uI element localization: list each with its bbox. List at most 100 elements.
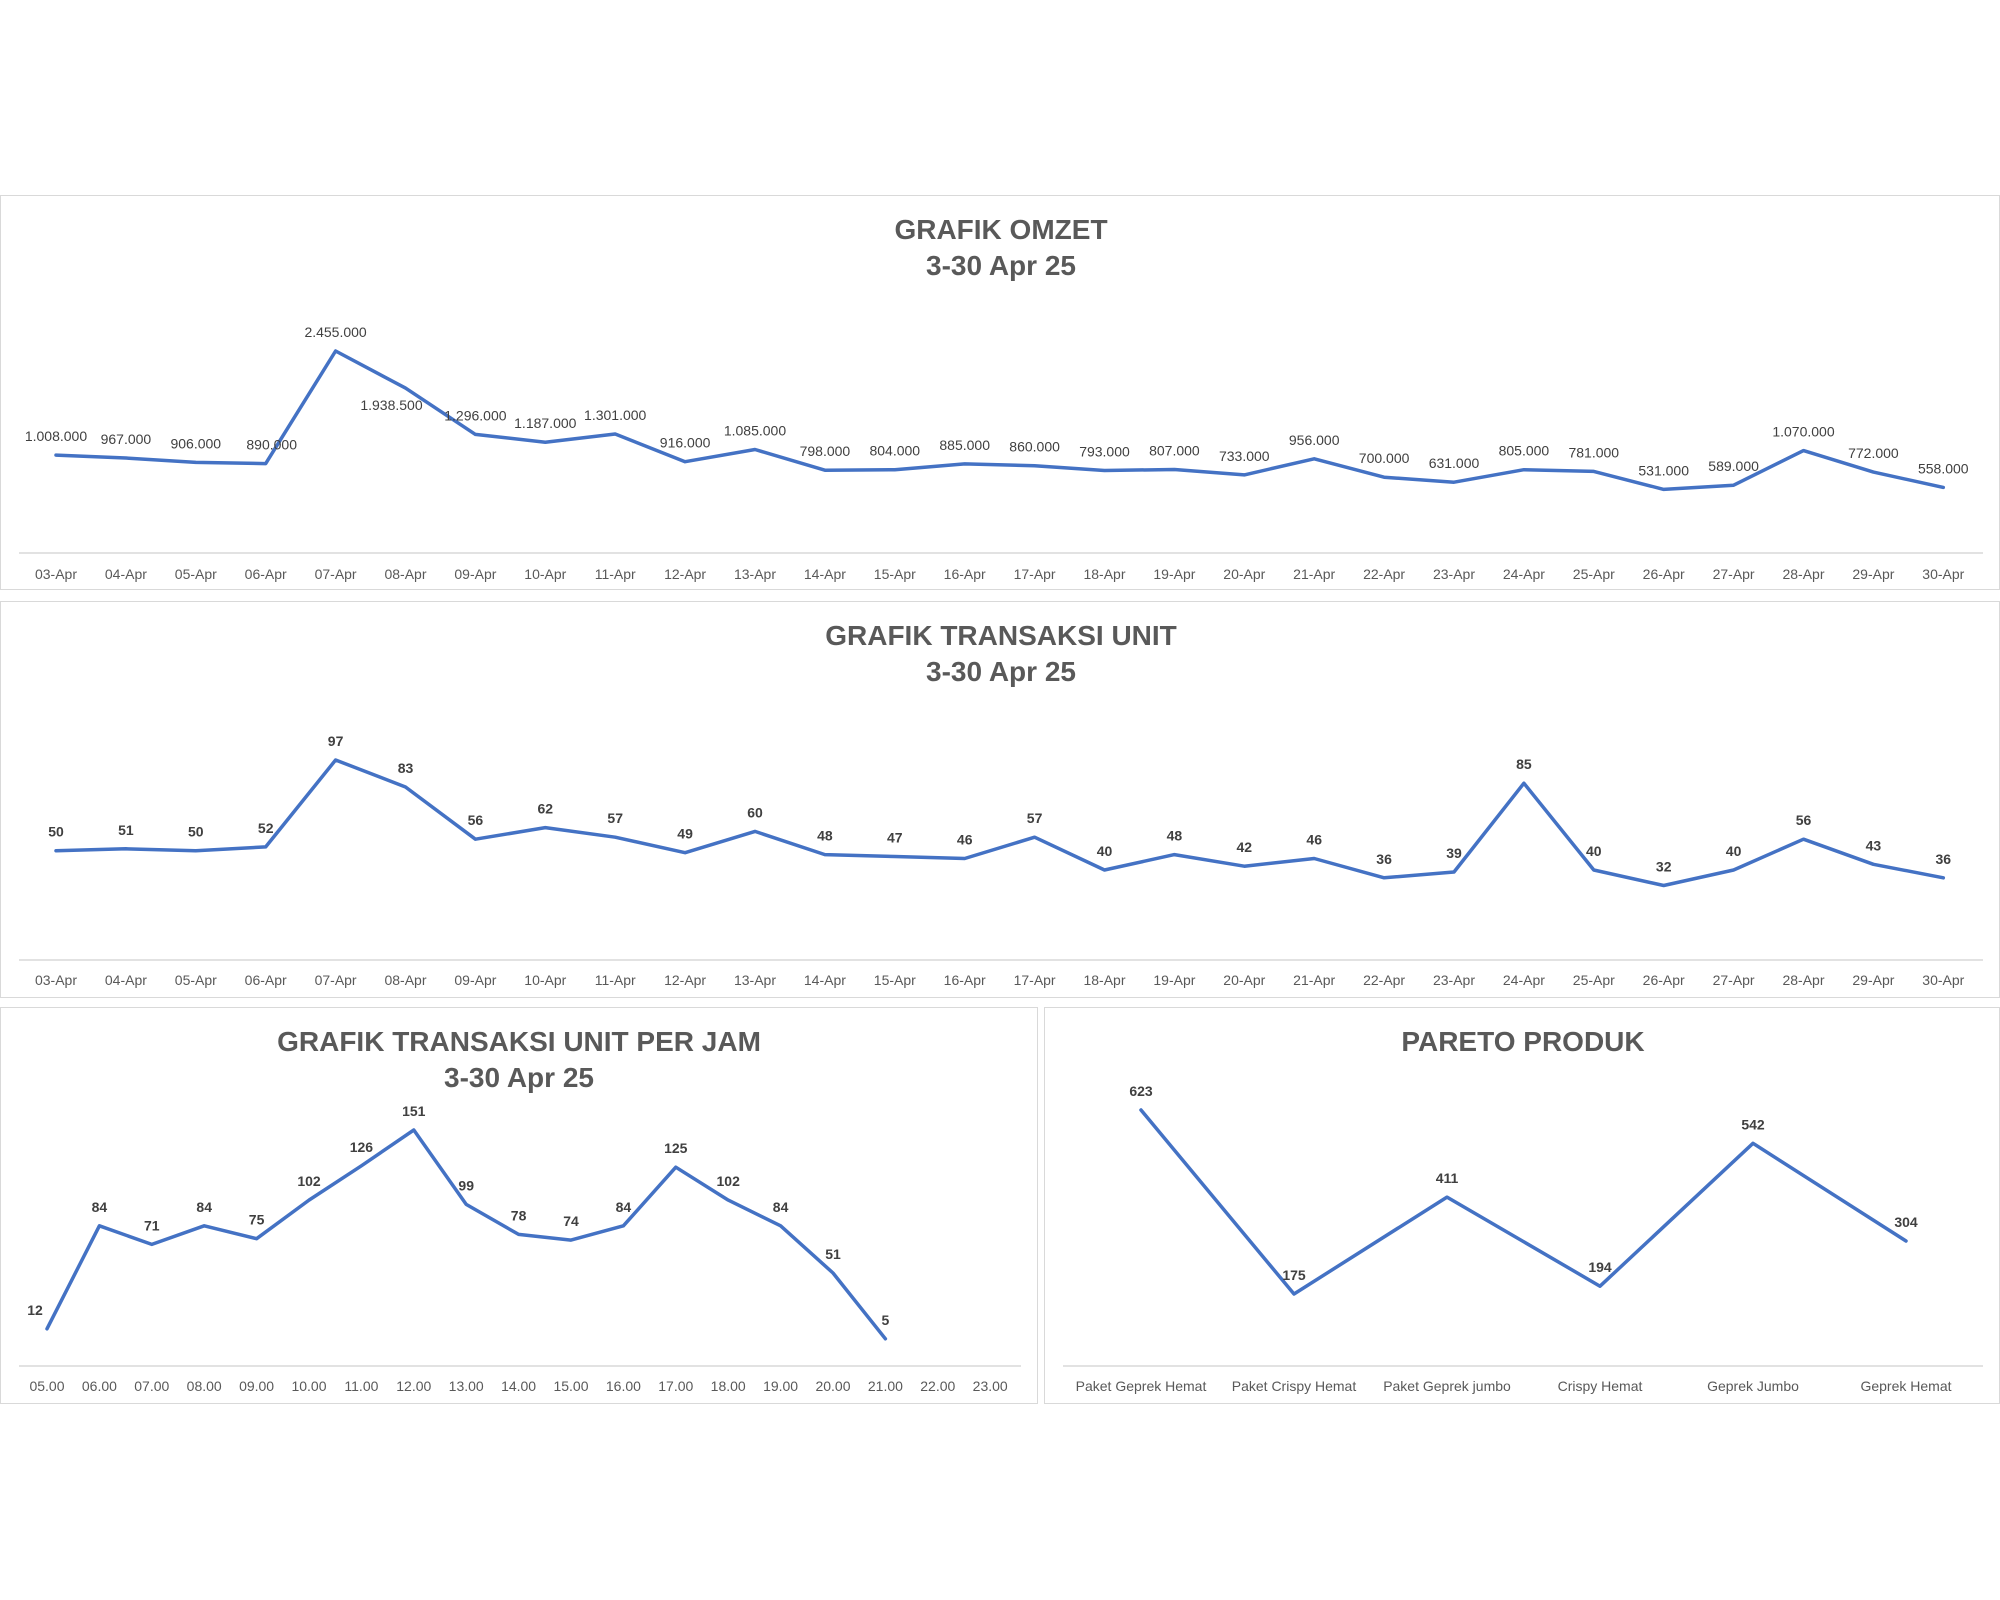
data-label: 48 xyxy=(817,828,833,844)
x-tick-label: 17-Apr xyxy=(1014,972,1056,988)
omzet-chart-panel: GRAFIK OMZET 3-30 Apr 25 03-Apr 04-Apr 05-Ap… xyxy=(0,195,2000,590)
data-label: 1.070.000 xyxy=(1772,424,1834,440)
data-label: 304 xyxy=(1894,1214,1918,1230)
x-tick-label: 23-Apr xyxy=(1433,566,1475,582)
chart-subtitle: 3-30 Apr 25 xyxy=(926,250,1076,281)
x-tick-label: 14-Apr xyxy=(804,566,846,582)
data-label: 57 xyxy=(607,810,623,826)
x-tick-label: 16-Apr xyxy=(944,972,986,988)
data-label: 39 xyxy=(1446,845,1462,861)
x-tick-label: 03-Apr xyxy=(35,566,77,582)
data-label: 956.000 xyxy=(1289,432,1340,448)
x-tick-label: 24-Apr xyxy=(1503,972,1545,988)
data-label: 83 xyxy=(398,760,414,776)
x-tick-label: 10-Apr xyxy=(524,566,566,582)
data-label: 1.296.000 xyxy=(444,407,506,423)
x-tick-label: 22.00 xyxy=(920,1378,955,1394)
x-tick-label: 08-Apr xyxy=(384,972,426,988)
data-label: 84 xyxy=(616,1199,632,1215)
data-label: 805.000 xyxy=(1499,443,1550,459)
data-label: 411 xyxy=(1436,1170,1459,1186)
x-tick-label: 21.00 xyxy=(868,1378,903,1394)
data-label: 12 xyxy=(27,1302,43,1318)
x-tick-label: 22-Apr xyxy=(1363,566,1405,582)
data-label: 57 xyxy=(1027,810,1043,826)
data-label: 40 xyxy=(1726,843,1742,859)
x-tick-label: Crispy Hemat xyxy=(1558,1378,1643,1394)
x-tick-label: 09-Apr xyxy=(454,566,496,582)
data-label: 151 xyxy=(402,1103,426,1119)
x-tick-label: 26-Apr xyxy=(1643,972,1685,988)
data-label: 99 xyxy=(458,1177,474,1193)
data-label: 42 xyxy=(1237,839,1253,855)
x-tick-label: 09-Apr xyxy=(454,972,496,988)
data-label: 50 xyxy=(188,824,204,840)
data-label: 1.008.000 xyxy=(25,428,87,444)
data-label: 32 xyxy=(1656,858,1672,874)
x-tick-label: 30-Apr xyxy=(1922,972,1964,988)
x-tick-label: Paket Crispy Hemat xyxy=(1232,1378,1357,1394)
series-line xyxy=(1139,1108,1908,1296)
data-label: 51 xyxy=(825,1246,841,1262)
series-line xyxy=(54,349,1946,492)
data-label: 890.000 xyxy=(246,437,297,453)
x-tick-label: 07-Apr xyxy=(315,566,357,582)
data-label: 56 xyxy=(468,812,484,828)
data-label: 126 xyxy=(350,1139,374,1155)
data-label: 125 xyxy=(664,1140,688,1156)
data-label: 1.938.500 xyxy=(360,397,422,413)
data-label: 967.000 xyxy=(101,431,152,447)
data-label: 36 xyxy=(1936,851,1952,867)
x-tick-label: 11-Apr xyxy=(595,566,636,582)
x-tick-label: 23-Apr xyxy=(1433,972,1475,988)
x-tick-label: 09.00 xyxy=(239,1378,274,1394)
data-label: 793.000 xyxy=(1079,444,1130,460)
data-label: 175 xyxy=(1282,1267,1306,1283)
series-line xyxy=(54,758,1946,888)
x-tick-label: 18-Apr xyxy=(1083,566,1125,582)
data-label: 558.000 xyxy=(1918,460,1969,476)
data-label: 531.000 xyxy=(1638,462,1689,478)
data-label: 623 xyxy=(1129,1083,1153,1099)
data-label: 43 xyxy=(1866,837,1882,853)
x-tick-label: 15-Apr xyxy=(874,566,916,582)
x-tick-label: 07.00 xyxy=(134,1378,169,1394)
x-tick-label: 15.00 xyxy=(553,1378,588,1394)
x-tick-label: 13-Apr xyxy=(734,972,776,988)
x-tick-label: 30-Apr xyxy=(1922,566,1964,582)
transaksi-unit-chart-panel: GRAFIK TRANSAKSI UNIT 3-30 Apr 25 03-Apr 04… xyxy=(0,601,2000,998)
x-tick-label: 20.00 xyxy=(815,1378,850,1394)
data-label: 71 xyxy=(144,1217,160,1233)
data-label: 1.187.000 xyxy=(514,415,576,431)
x-tick-label: 28-Apr xyxy=(1782,972,1824,988)
x-tick-label: 10.00 xyxy=(291,1378,326,1394)
x-tick-label: 19-Apr xyxy=(1153,972,1195,988)
x-tick-label: 16.00 xyxy=(606,1378,641,1394)
data-label: 56 xyxy=(1796,812,1812,828)
series-line xyxy=(45,1128,888,1341)
x-tick-label: 28-Apr xyxy=(1782,566,1824,582)
x-tick-label: 12.00 xyxy=(396,1378,431,1394)
x-tick-label: 17.00 xyxy=(658,1378,693,1394)
omzet-chart-svg: GRAFIK OMZET 3-30 Apr 25 03-Apr 04-Apr 05-Ap… xyxy=(19,214,1983,582)
x-tick-label: 21-Apr xyxy=(1293,566,1335,582)
data-label: 50 xyxy=(48,824,64,840)
data-label: 62 xyxy=(538,801,554,817)
x-tick-label: 21-Apr xyxy=(1293,972,1335,988)
x-tick-label: 29-Apr xyxy=(1852,566,1894,582)
x-tick-label: Paket Geprek jumbo xyxy=(1383,1378,1511,1394)
transaksi-unit-chart-svg: GRAFIK TRANSAKSI UNIT 3-30 Apr 25 03-Apr 04… xyxy=(19,620,1983,988)
x-tick-label: 03-Apr xyxy=(35,972,77,988)
x-tick-label: 27-Apr xyxy=(1713,566,1755,582)
data-label: 102 xyxy=(717,1173,741,1189)
pareto-produk-chart-panel: PARETO PRODUK Paket Geprek Hemat Paket Cri… xyxy=(1044,1007,2000,1404)
x-tick-label: 12-Apr xyxy=(664,566,706,582)
data-label: 52 xyxy=(258,820,274,836)
x-tick-label: 04-Apr xyxy=(105,972,147,988)
data-label: 102 xyxy=(297,1173,321,1189)
data-label: 46 xyxy=(1306,831,1322,847)
x-tick-label: 08.00 xyxy=(187,1378,222,1394)
chart-subtitle: 3-30 Apr 25 xyxy=(444,1062,594,1093)
transaksi-per-jam-chart-svg: GRAFIK TRANSAKSI UNIT PER JAM 3-30 Apr 25… xyxy=(19,1026,1021,1394)
x-tick-label: 08-Apr xyxy=(384,566,426,582)
